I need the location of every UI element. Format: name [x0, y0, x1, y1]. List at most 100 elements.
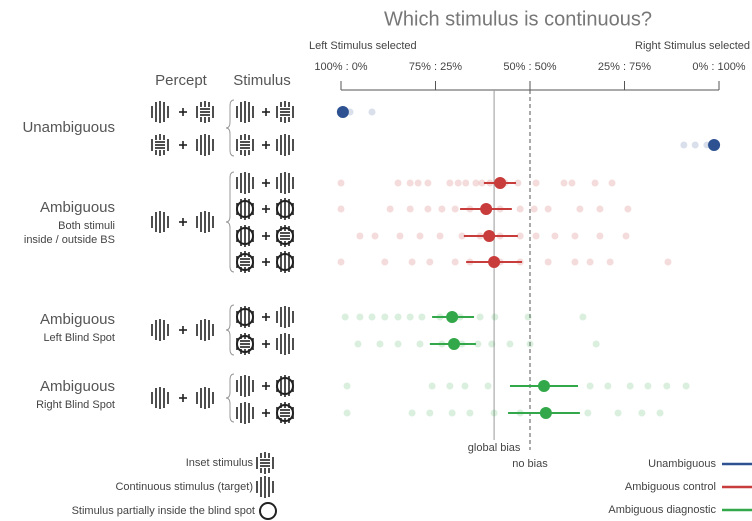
subject-point	[692, 142, 699, 149]
subject-point	[576, 206, 583, 213]
subject-point	[395, 180, 402, 187]
subject-point	[644, 383, 651, 390]
mean-point	[480, 203, 492, 215]
icon	[262, 382, 270, 390]
icon	[277, 101, 293, 123]
icon	[262, 205, 270, 213]
group-label: Ambiguous	[40, 199, 115, 216]
icon	[197, 387, 213, 409]
subject-point	[683, 383, 690, 390]
icon	[152, 211, 168, 233]
subject-point	[525, 314, 532, 321]
mean-point	[337, 106, 349, 118]
icon	[262, 409, 270, 417]
subject-point	[609, 180, 616, 187]
group-label: Ambiguous	[40, 311, 115, 328]
subject-point	[417, 341, 424, 348]
subject-point	[426, 259, 433, 266]
subject-point	[657, 410, 664, 417]
icon	[237, 172, 253, 194]
group-label: Right Blind Spot	[36, 399, 115, 411]
legend-label: Ambiguous control	[625, 481, 716, 493]
subject-point	[368, 109, 375, 116]
brace	[226, 172, 234, 272]
subject-point	[407, 314, 414, 321]
subject-point	[491, 410, 498, 417]
x-tick-label: 25% : 75%	[598, 61, 651, 73]
icon	[262, 313, 270, 321]
right-label: Right Stimulus selected	[635, 40, 750, 52]
mean-point	[488, 256, 500, 268]
icon	[237, 101, 253, 123]
subject-point	[527, 341, 534, 348]
icon	[152, 387, 168, 409]
group-label: Ambiguous	[40, 378, 115, 395]
subject-point	[455, 180, 462, 187]
icon	[277, 333, 293, 355]
brace	[226, 374, 234, 422]
page: {"chart_data": { "type": "dot", "title":…	[0, 0, 752, 521]
subject-point	[571, 259, 578, 266]
subject-point	[424, 180, 431, 187]
subject-point	[417, 233, 424, 240]
icon	[237, 375, 253, 397]
icon	[197, 134, 213, 156]
subject-point	[663, 383, 670, 390]
subject-point	[462, 180, 469, 187]
subject-point	[531, 206, 538, 213]
icon	[179, 326, 187, 334]
x-tick-label: 0% : 100%	[692, 61, 745, 73]
subject-point	[409, 410, 416, 417]
subject-point	[356, 314, 363, 321]
subject-point	[415, 180, 422, 187]
brace	[226, 305, 234, 355]
subject-point	[638, 410, 645, 417]
key-label: Continuous stimulus (target)	[115, 481, 253, 493]
subject-point	[396, 233, 403, 240]
icon	[262, 258, 270, 266]
subject-point	[551, 233, 558, 240]
icon	[179, 108, 187, 116]
subject-point	[446, 180, 453, 187]
mean-point	[538, 380, 550, 392]
left-label: Left Stimulus selected	[309, 40, 417, 52]
subject-point	[376, 341, 383, 348]
subject-point	[477, 314, 484, 321]
icon	[277, 134, 293, 156]
mean-point	[540, 407, 552, 419]
mean-point	[448, 338, 460, 350]
subject-point	[584, 410, 591, 417]
icon	[197, 211, 213, 233]
icon	[152, 319, 168, 341]
subject-point	[587, 259, 594, 266]
x-tick-label: 75% : 25%	[409, 61, 462, 73]
subject-point	[344, 383, 351, 390]
icon	[179, 141, 187, 149]
subject-point	[418, 314, 425, 321]
subject-point	[488, 341, 495, 348]
subject-point	[438, 206, 445, 213]
subject-point	[338, 180, 345, 187]
subject-point	[485, 383, 492, 390]
subject-point	[561, 180, 568, 187]
subject-point	[424, 206, 431, 213]
subject-point	[368, 314, 375, 321]
subject-point	[452, 259, 459, 266]
x-tick-label: 100% : 0%	[314, 61, 367, 73]
subject-point	[387, 206, 394, 213]
icon	[179, 394, 187, 402]
icon	[277, 172, 293, 194]
group-label: Left Blind Spot	[43, 332, 115, 344]
subject-point	[545, 259, 552, 266]
legend-label: Unambiguous	[648, 458, 716, 470]
icon	[257, 476, 273, 498]
subject-point	[355, 341, 362, 348]
subject-point	[381, 314, 388, 321]
subject-point	[395, 341, 402, 348]
subject-point	[517, 206, 524, 213]
subject-point	[592, 180, 599, 187]
key-label: Inset stimulus	[186, 457, 254, 469]
icon	[277, 306, 293, 328]
icon	[197, 319, 213, 341]
subject-point	[437, 233, 444, 240]
